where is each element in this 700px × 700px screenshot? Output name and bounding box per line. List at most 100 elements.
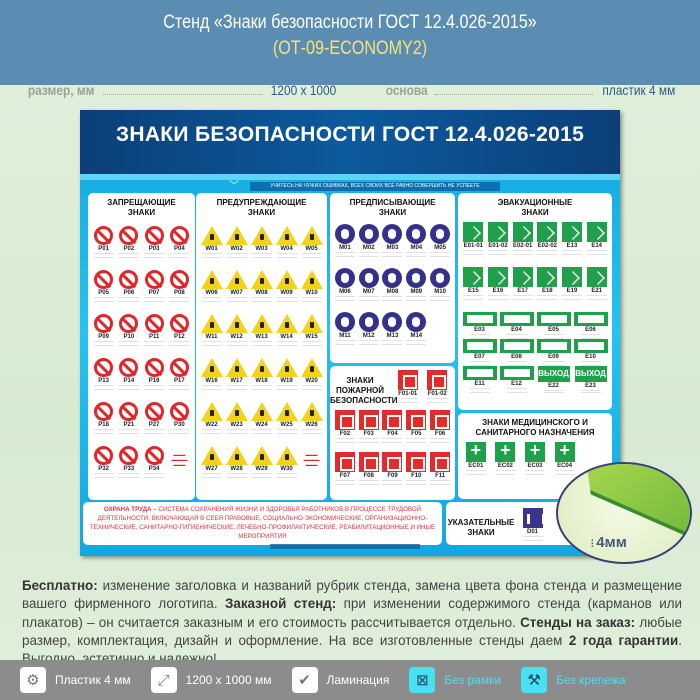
panel-title: ЗАПРЕЩАЮЩИЕ ЗНАКИ	[107, 198, 176, 217]
sign-w16: W16	[199, 358, 224, 402]
sign-pictogram-icon	[406, 268, 427, 288]
sign-pictogram-icon	[512, 267, 533, 287]
note-text: ▬▬▬ ▬▬▬▬ ▬▬▬	[303, 452, 320, 467]
dot-leader	[103, 93, 263, 95]
sign-pictogram-icon	[499, 366, 534, 380]
sign-pictogram-icon	[382, 224, 403, 244]
sign-code: W22	[205, 422, 218, 428]
sign-code: P30	[174, 422, 185, 428]
sign-code: P17	[174, 378, 185, 384]
sign-caption	[334, 252, 355, 257]
sign-caption	[118, 473, 139, 478]
sign-p30: P30	[167, 402, 192, 446]
sign-pictogram-icon	[334, 452, 355, 472]
sign-caption	[251, 473, 272, 478]
sign-p14: P14	[116, 358, 141, 402]
sign-w24: W24	[249, 402, 274, 446]
sign-m09: M09	[404, 268, 428, 312]
sign-e21: E21	[584, 267, 609, 312]
sign-code: P03	[148, 246, 160, 252]
feature-label: Ламинация	[326, 673, 390, 687]
sign-code: P12	[174, 334, 185, 340]
sign-caption	[144, 385, 165, 390]
sign-code: F05	[411, 431, 422, 437]
sign-caption	[382, 340, 403, 345]
sign-pictogram-icon	[358, 410, 379, 430]
sign-p16: P16	[142, 358, 167, 402]
sign-code: M08	[386, 289, 399, 295]
sign-m14: M14	[404, 312, 428, 356]
sign-caption	[543, 361, 564, 366]
sign-code: E18	[541, 288, 553, 294]
desc-text: любые размер, комплектация, дизайн и офо…	[22, 614, 682, 648]
sign-e11: E11	[461, 366, 498, 393]
sign-e23: ВЫХОД E23	[572, 366, 609, 393]
labor-protection-definition: ОХРАНА ТРУДА – СИСТЕМА СОХРАНЕНИЯ ЖИЗНИ …	[83, 502, 442, 545]
sign-p12: P12	[167, 314, 192, 358]
sign-code: E05	[548, 327, 559, 333]
sign-caption	[512, 295, 533, 300]
sign-code: E17	[517, 288, 528, 294]
sign-pictogram-icon	[144, 226, 164, 245]
sign-caption	[226, 253, 247, 258]
sign-pictogram-icon	[94, 314, 114, 333]
sign-caption	[169, 297, 190, 302]
sign-caption	[358, 438, 379, 443]
sign-p01: P01	[91, 226, 116, 270]
gear-icon: ⚙	[20, 667, 46, 693]
sign-pictogram-icon	[463, 222, 484, 242]
sign-m01: M01	[333, 224, 357, 268]
panel-warning: ПРЕДУПРЕЖДАЮЩИЕ ЗНАКИ W01 W02 W03 W04 W05 W06…	[196, 193, 327, 500]
sign-p06: P06	[116, 270, 141, 314]
sign-w25: W25	[274, 402, 299, 446]
sign-caption	[226, 473, 247, 478]
sign-e18: E18	[535, 267, 560, 312]
sign-caption	[561, 250, 582, 255]
panel-title: ЭВАКУАЦИОННЫЕ ЗНАКИ	[497, 198, 573, 217]
sign-pictogram-icon	[561, 222, 582, 242]
sign-f01-02: F01-02	[423, 370, 453, 406]
feature-no-mount: ⚒ Без крепежа	[521, 667, 626, 693]
sign-pictogram-icon	[554, 440, 575, 462]
sign-caption	[301, 341, 322, 346]
sign-m03: M03	[381, 224, 405, 268]
sign-code: E22	[548, 383, 559, 389]
sign-code: P04	[174, 246, 185, 252]
description: Бесплатно: изменение заголовка и названи…	[22, 577, 682, 668]
sign-pictogram-icon	[334, 268, 355, 288]
sign-caption	[226, 341, 247, 346]
sign-w30: W30	[274, 446, 299, 490]
sign-code: E06	[585, 327, 596, 333]
sign-ec03: EC03	[520, 440, 550, 475]
sign-caption	[512, 250, 533, 255]
sign-code: F11	[435, 473, 446, 479]
sign-caption	[226, 429, 247, 434]
sign-code: E11	[474, 381, 485, 387]
sign-caption	[251, 385, 272, 390]
sign-caption	[201, 341, 222, 346]
sign-pictogram-icon: ВЫХОД	[574, 366, 607, 382]
sign-pictogram-icon	[225, 270, 248, 289]
sign-pictogram-icon	[573, 339, 608, 353]
plastic-sheet-illustration	[582, 464, 690, 542]
sign-caption	[382, 480, 403, 485]
sign-code: M01	[339, 245, 351, 251]
sign-caption	[382, 296, 403, 301]
sign-caption	[430, 296, 451, 301]
sign-caption	[144, 429, 165, 434]
sign-caption	[144, 297, 165, 302]
sign-pictogram-icon	[119, 358, 139, 377]
sign-code: M02	[362, 245, 375, 251]
sign-e04: E04	[498, 312, 535, 339]
sign-pictogram-icon	[537, 267, 558, 287]
sign-code: E14	[591, 243, 602, 249]
sign-pictogram-icon	[275, 270, 298, 289]
sign-caption	[580, 390, 601, 393]
feature-label: 1200 х 1000 мм	[185, 673, 272, 687]
sign-pictogram-icon	[358, 224, 379, 244]
sign-m10: M10	[428, 268, 452, 312]
sign-code: W18	[255, 378, 268, 384]
sign-p02: P02	[116, 226, 141, 270]
sign-pictogram-icon	[144, 314, 164, 333]
sign-f02: F02	[333, 410, 357, 452]
